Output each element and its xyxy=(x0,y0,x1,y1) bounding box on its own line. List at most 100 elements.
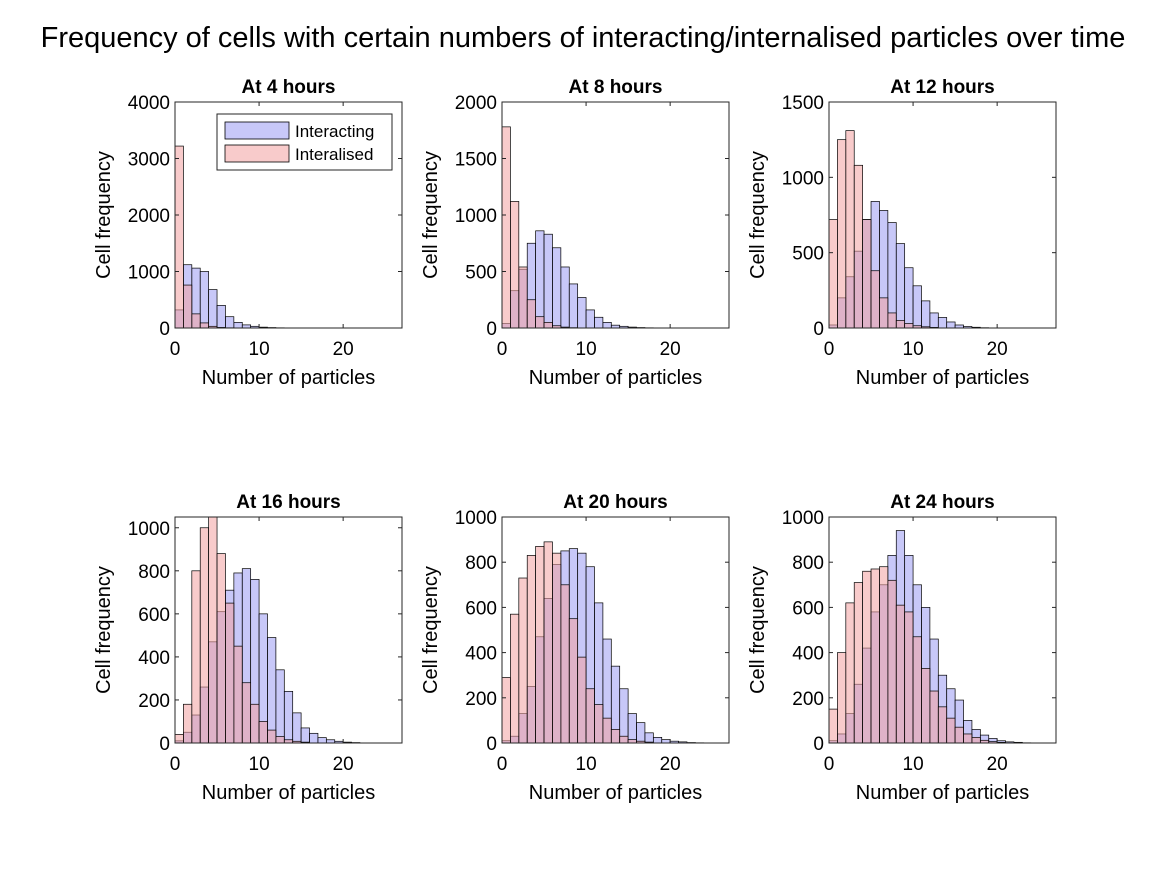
axes-box xyxy=(828,516,1057,744)
bar-internalised xyxy=(912,636,922,744)
y-tick-label: 600 xyxy=(465,598,497,619)
bar-internalised xyxy=(183,703,193,744)
bar-internalised xyxy=(174,145,184,329)
bar-internalised xyxy=(191,570,201,744)
y-tick-label: 1500 xyxy=(455,150,497,171)
y-tick-label: 1000 xyxy=(782,168,824,189)
bar-internalised xyxy=(543,322,553,329)
bar-internalised xyxy=(535,316,545,329)
bar-interacting xyxy=(577,297,587,329)
bar-internalised xyxy=(862,219,872,329)
bar-internalised xyxy=(501,677,511,744)
x-tick-label: 0 xyxy=(170,754,181,775)
bar-interacting xyxy=(317,737,327,744)
y-tick-label: 1000 xyxy=(455,206,497,227)
bar-interacting xyxy=(946,321,956,329)
x-tick-label: 20 xyxy=(660,339,681,360)
bar-internalised xyxy=(828,219,838,329)
bar-internalised xyxy=(250,703,260,744)
subplot-5: 0 200 400 600 800 1000 0 10 20 At 20 hours Number … xyxy=(420,492,730,804)
subplot-title: At 24 hours xyxy=(890,492,995,513)
x-tick-label: 10 xyxy=(903,754,924,775)
bar-interacting xyxy=(904,267,914,329)
bar-interacting xyxy=(929,312,939,329)
x-axis-label: Number of particles xyxy=(856,367,1029,389)
bar-interacting xyxy=(585,309,595,329)
y-axis-label: Cell frequency xyxy=(747,151,769,279)
bar-internalised xyxy=(895,320,906,329)
x-tick-label: 0 xyxy=(824,754,835,775)
x-axis-label: Number of particles xyxy=(202,367,375,389)
bar-internalised xyxy=(853,164,863,329)
bar-internalised xyxy=(208,516,218,744)
x-tick-label: 20 xyxy=(987,754,1008,775)
bar-interacting xyxy=(300,727,310,744)
y-tick-label: 1000 xyxy=(128,519,170,540)
x-tick-label: 0 xyxy=(824,339,835,360)
bar-internalised xyxy=(904,611,914,744)
axes-box xyxy=(174,516,403,744)
subplot-title: At 4 hours xyxy=(242,77,336,98)
bar-interacting xyxy=(619,688,629,744)
bar-internalised xyxy=(879,566,889,744)
subplot-title: At 16 hours xyxy=(236,492,341,513)
y-tick-label: 800 xyxy=(138,562,170,583)
bar-interacting xyxy=(594,316,604,329)
x-tick-label: 20 xyxy=(333,339,354,360)
x-tick-label: 10 xyxy=(576,339,597,360)
bar-internalised xyxy=(568,618,579,744)
y-tick-label: 200 xyxy=(792,689,824,710)
y-tick-label: 3000 xyxy=(128,150,170,171)
bar-internalised xyxy=(602,717,612,744)
subplot-title: At 20 hours xyxy=(563,492,668,513)
y-axis-label: Cell frequency xyxy=(420,566,442,694)
subplot-3: 0 500 1000 1500 0 10 20 At 12 hours Number of pa… xyxy=(747,77,1057,389)
legend-label: Interacting xyxy=(295,122,374,141)
x-tick-label: 0 xyxy=(170,339,181,360)
bar-internalised xyxy=(619,735,629,744)
bar-interacting xyxy=(627,713,637,744)
y-tick-label: 200 xyxy=(138,691,170,712)
bar-interacting xyxy=(208,289,218,329)
bar-interacting xyxy=(652,736,663,744)
y-tick-label: 400 xyxy=(792,644,824,665)
bar-internalised xyxy=(845,130,855,329)
y-tick-label: 400 xyxy=(465,644,497,665)
bar-internalised xyxy=(828,708,838,744)
x-tick-label: 10 xyxy=(576,754,597,775)
bar-interacting xyxy=(199,271,209,329)
y-tick-label: 800 xyxy=(465,553,497,574)
y-tick-label: 1000 xyxy=(782,508,824,529)
bar-interacting xyxy=(560,266,570,329)
subplot-title: At 12 hours xyxy=(890,77,995,98)
bar-internalised xyxy=(887,312,897,329)
subplot-6: 0 200 400 600 800 1000 0 10 20 At 24 hours Number … xyxy=(747,492,1057,804)
bar-internalised xyxy=(837,139,847,329)
y-tick-label: 500 xyxy=(792,244,824,265)
bar-internalised xyxy=(870,568,880,744)
bar-internalised xyxy=(199,527,209,744)
x-tick-label: 10 xyxy=(249,754,270,775)
x-tick-label: 10 xyxy=(249,339,270,360)
bar-interacting xyxy=(233,322,243,329)
bar-internalised xyxy=(183,284,193,329)
y-tick-label: 200 xyxy=(465,689,497,710)
x-tick-label: 0 xyxy=(497,339,508,360)
bar-internalised xyxy=(199,322,209,329)
x-axis-label: Number of particles xyxy=(856,782,1029,804)
bar-internalised xyxy=(610,729,621,744)
bar-interacting xyxy=(225,316,235,329)
y-tick-label: 4000 xyxy=(128,93,170,114)
bar-internalised xyxy=(560,584,570,744)
bar-internalised xyxy=(510,613,520,744)
bar-interacting xyxy=(937,317,948,329)
bar-interacting xyxy=(644,732,654,744)
axes-box xyxy=(501,516,730,744)
bar-internalised xyxy=(267,729,277,744)
y-tick-label: 400 xyxy=(138,648,170,669)
bar-interacting xyxy=(921,300,931,329)
bar-internalised xyxy=(946,717,956,744)
bar-internalised xyxy=(518,266,528,329)
